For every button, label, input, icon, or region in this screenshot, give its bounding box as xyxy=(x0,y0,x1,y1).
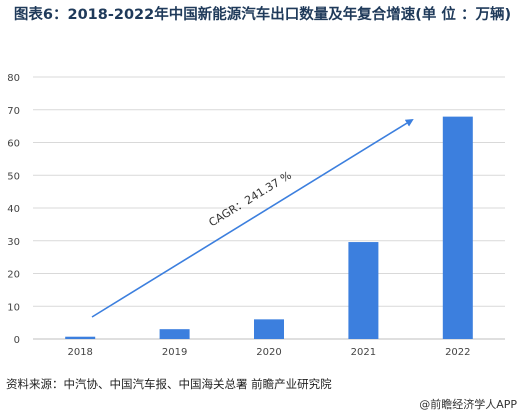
credit-label: @前瞻经济学人APP xyxy=(419,398,517,411)
x-axis: 2018 2019 2020 2021 2022 xyxy=(67,347,470,358)
x-tick-label: 2022 xyxy=(445,347,470,358)
x-tick-label: 2018 xyxy=(67,347,92,358)
chart-title: 图表6：2018-2022年中国新能源汽车出口数量及年复合增速(单 位 ：万辆) xyxy=(13,7,512,23)
bars xyxy=(65,116,473,339)
cagr-arrow xyxy=(91,118,414,318)
y-axis: 0 10 20 30 40 50 60 70 80 xyxy=(7,73,20,346)
source-note: 资料来源：中汽协、中国汽车报、中国海关总署 前瞻产业研究院 xyxy=(6,377,332,391)
y-tick-label: 70 xyxy=(7,106,20,117)
bar-2019 xyxy=(159,329,190,339)
bar-2020 xyxy=(254,319,284,339)
bar-2021 xyxy=(348,242,379,339)
y-tick-label: 40 xyxy=(7,204,20,215)
x-tick-label: 2021 xyxy=(351,347,376,358)
y-tick-label: 60 xyxy=(7,139,20,150)
x-tick-label: 2019 xyxy=(162,347,187,358)
bar-2022 xyxy=(442,116,473,339)
y-tick-label: 10 xyxy=(7,302,20,313)
y-tick-label: 20 xyxy=(7,270,20,281)
y-tick-label: 30 xyxy=(7,237,20,248)
y-tick-label: 50 xyxy=(7,171,20,182)
x-tick-label: 2020 xyxy=(256,347,281,358)
y-tick-label: 0 xyxy=(14,335,20,346)
y-tick-label: 80 xyxy=(7,73,20,84)
bar-2018 xyxy=(65,336,96,339)
